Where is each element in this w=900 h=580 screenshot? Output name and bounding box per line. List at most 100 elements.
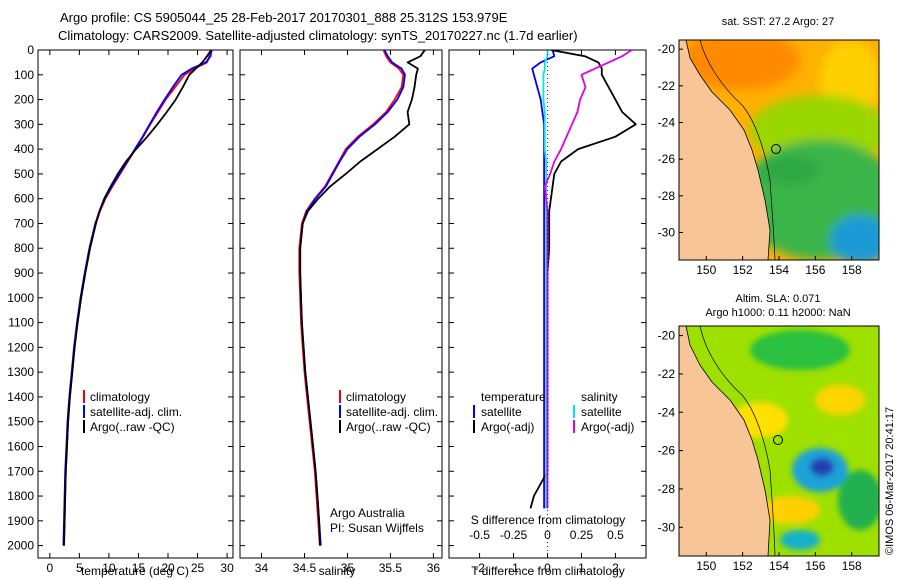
depth-tick-label: 1500 xyxy=(7,415,34,429)
sla-map: Altim. SLA: 0.071 Argo h1000: 0.11 h2000… xyxy=(658,293,880,573)
series-line-argo-raw-qc- xyxy=(299,50,426,546)
x-tick-label: -2 xyxy=(474,561,485,575)
sla-profile-marker xyxy=(773,435,783,445)
sla-shelf-contour xyxy=(699,326,776,556)
lat-tick-label: -24 xyxy=(658,116,676,130)
sla-map-field xyxy=(679,326,879,556)
legend-argo-label: Argo(..raw -QC) xyxy=(90,420,175,434)
depth-axis: 0 100 200 300 400 500 600 700 800 900 1000 1100 1200… xyxy=(7,43,233,553)
depth-tick-label: 1100 xyxy=(8,316,34,330)
sst-warm-patch xyxy=(680,40,800,90)
sla-map-title-line2: Argo h1000: 0.11 h2000: NaN xyxy=(705,307,850,319)
depth-tick-label: 900 xyxy=(14,266,34,280)
lon-tick-label: 158 xyxy=(842,263,862,277)
lon-tick-label: 150 xyxy=(696,263,716,277)
salinity-x-axis: 34 34.5 35 35.5 36 xyxy=(255,50,440,575)
depth-tick-label: 100 xyxy=(14,68,34,82)
difference-depth-ticks xyxy=(449,49,646,547)
x-tick-label: 20 xyxy=(161,561,175,575)
x-tick-label: 1 xyxy=(578,561,585,575)
lat-tick-label: -28 xyxy=(658,189,676,203)
lat-tick-label: -26 xyxy=(658,152,676,166)
depth-tick-label: 400 xyxy=(14,142,34,156)
sla-map-ticks: 150 152 154 156 158 -20 -22 -24 -26 -28 -30 xyxy=(658,329,862,573)
x-tick-label: 25 xyxy=(191,561,205,575)
lat-tick-label: -30 xyxy=(658,226,676,240)
lon-tick-label: 154 xyxy=(769,559,789,573)
x-tick-label: 0 xyxy=(544,561,551,575)
difference-panel: -2 -1 0 1 2 -0.5 -0.25 0 0.25 0.5 T difference f… xyxy=(448,49,647,578)
lon-tick-label: 150 xyxy=(696,559,716,573)
legend-satellite-label: satellite-adj. clim. xyxy=(346,405,438,419)
lat-tick-label: -22 xyxy=(658,367,676,381)
x-tick-label: -1 xyxy=(508,561,519,575)
depth-tick-label: 0 xyxy=(27,43,34,57)
legend-temperature-heading: temperature xyxy=(481,390,546,404)
lat-tick-label: -24 xyxy=(658,405,676,419)
sla-yellow-eddy-2 xyxy=(815,385,865,415)
sst-map-title: sat. SST: 27.2 Argo: 27 xyxy=(722,16,835,28)
s-diff-tick-label: -0.5 xyxy=(469,528,490,542)
sla-green-band xyxy=(750,330,850,370)
lat-tick-label: -30 xyxy=(658,520,676,534)
s-difference-xlabel: S difference from climatology xyxy=(471,513,626,527)
sst-shelf-contour xyxy=(699,40,776,260)
sst-profile-marker xyxy=(771,144,781,154)
lon-tick-label: 152 xyxy=(733,263,753,277)
legend-satellite-label: satellite-adj. clim. xyxy=(90,405,182,419)
x-tick-label: 15 xyxy=(132,561,146,575)
sst-blue-patch xyxy=(830,215,879,260)
sst-warm-cool-patches xyxy=(680,40,879,260)
depth-tick-label: 1200 xyxy=(7,340,34,354)
depth-tick-label: 2000 xyxy=(7,539,34,553)
temperature-x-axis: 0 5 10 15 20 25 30 xyxy=(46,50,234,575)
lon-tick-label: 158 xyxy=(842,559,862,573)
sla-anomaly-patches xyxy=(732,330,879,550)
legend-t-argo-label: Argo(-adj) xyxy=(481,420,534,434)
x-tick-label: 10 xyxy=(102,561,116,575)
depth-tick-label: 1300 xyxy=(7,365,34,379)
x-tick-label: 34 xyxy=(255,561,269,575)
salinity-axes-frame xyxy=(239,49,443,559)
sst-map-ticks: 150 152 154 156 158 -20 -22 -24 -26 -28 -30 xyxy=(658,42,862,277)
depth-tick-label: 200 xyxy=(14,93,34,107)
sla-eddy-core xyxy=(810,458,834,476)
legend-climatology-label: climatology xyxy=(90,390,150,404)
sla-yellow-eddy-3 xyxy=(760,496,820,524)
pi-note: PI: Susan Wijffels xyxy=(330,521,424,535)
x-tick-label: 35.5 xyxy=(379,561,403,575)
sst-land-mass xyxy=(679,40,771,260)
lat-tick-label: -22 xyxy=(658,79,676,93)
t-difference-x-axis: -2 -1 0 1 2 xyxy=(474,50,619,575)
s-diff-tick-label: 0.25 xyxy=(570,528,594,542)
salinity-panel: 34 34.5 35 35.5 36 salinity climatology sate… xyxy=(239,49,443,578)
salinity-profiles xyxy=(298,50,426,546)
depth-tick-label: 1700 xyxy=(7,464,34,478)
x-tick-label: 5 xyxy=(76,561,83,575)
sla-land-mass xyxy=(679,326,771,556)
series-line-argo-raw-qc- xyxy=(63,50,212,546)
sla-cyan-patch xyxy=(780,530,820,550)
depth-tick-label: 1800 xyxy=(7,489,34,503)
depth-tick-label: 700 xyxy=(14,216,34,230)
x-tick-label: 35 xyxy=(341,561,355,575)
depth-tick-label: 1600 xyxy=(7,439,34,453)
figure-title-line2: Climatology: CARS2009. Satellite-adjuste… xyxy=(58,28,578,43)
x-tick-label: 0 xyxy=(46,561,53,575)
figure-title-line1: Argo profile: CS 5905044_25 28-Feb-2017 … xyxy=(60,10,508,25)
lat-tick-label: -26 xyxy=(658,444,676,458)
x-tick-label: 34.5 xyxy=(293,561,317,575)
series-line-s-argo-adj- xyxy=(543,50,633,509)
t-difference-xlabel: T difference from climatology xyxy=(471,564,625,578)
lat-tick-label: -20 xyxy=(658,42,676,56)
depth-tick-label: 1000 xyxy=(7,291,34,305)
temperature-legend: climatology satellite-adj. clim. Argo(..… xyxy=(83,390,182,434)
salinity-legend: climatology satellite-adj. clim. Argo(..… xyxy=(339,390,438,434)
temperature-xlabel: temperature (deg C) xyxy=(81,564,189,578)
difference-profiles xyxy=(529,50,637,558)
depth-tick-label: 600 xyxy=(14,192,34,206)
depth-tick-label: 300 xyxy=(14,117,34,131)
sst-green-core xyxy=(760,155,820,185)
legend-t-satellite-label: satellite xyxy=(481,405,522,419)
